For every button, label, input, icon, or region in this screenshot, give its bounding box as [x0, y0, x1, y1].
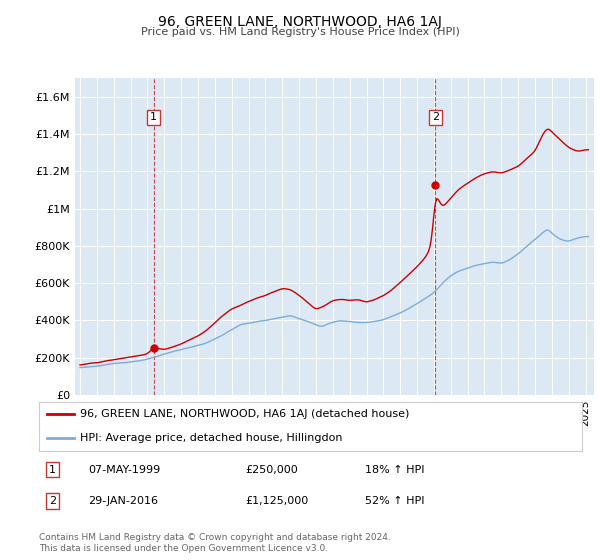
Text: 96, GREEN LANE, NORTHWOOD, HA6 1AJ (detached house): 96, GREEN LANE, NORTHWOOD, HA6 1AJ (deta…	[80, 409, 409, 419]
Text: 18% ↑ HPI: 18% ↑ HPI	[365, 465, 424, 475]
Text: £250,000: £250,000	[245, 465, 298, 475]
Text: Price paid vs. HM Land Registry's House Price Index (HPI): Price paid vs. HM Land Registry's House …	[140, 27, 460, 37]
Text: 1: 1	[49, 465, 56, 475]
Text: 29-JAN-2016: 29-JAN-2016	[88, 496, 158, 506]
Text: 2: 2	[49, 496, 56, 506]
Text: 1: 1	[150, 113, 157, 123]
Text: 07-MAY-1999: 07-MAY-1999	[88, 465, 160, 475]
Text: Contains HM Land Registry data © Crown copyright and database right 2024.
This d: Contains HM Land Registry data © Crown c…	[39, 533, 391, 553]
Text: £1,125,000: £1,125,000	[245, 496, 308, 506]
Text: 52% ↑ HPI: 52% ↑ HPI	[365, 496, 424, 506]
Text: 96, GREEN LANE, NORTHWOOD, HA6 1AJ: 96, GREEN LANE, NORTHWOOD, HA6 1AJ	[158, 15, 442, 29]
Text: 2: 2	[432, 113, 439, 123]
Text: HPI: Average price, detached house, Hillingdon: HPI: Average price, detached house, Hill…	[80, 433, 342, 444]
